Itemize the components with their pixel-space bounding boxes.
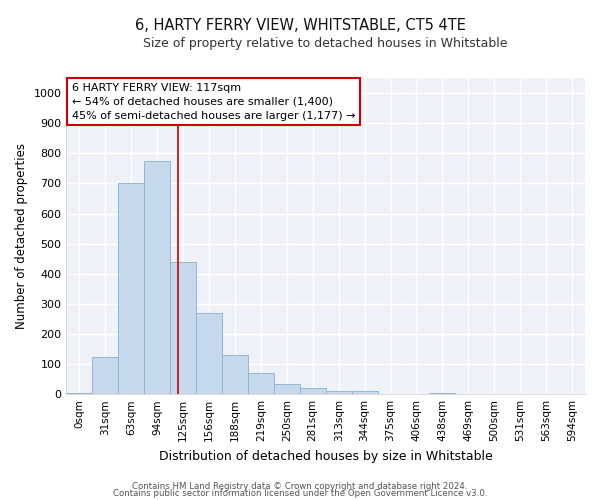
- Title: Size of property relative to detached houses in Whitstable: Size of property relative to detached ho…: [143, 38, 508, 51]
- Text: 6 HARTY FERRY VIEW: 117sqm
← 54% of detached houses are smaller (1,400)
45% of s: 6 HARTY FERRY VIEW: 117sqm ← 54% of deta…: [71, 83, 355, 121]
- Bar: [300, 388, 326, 394]
- Bar: [67, 392, 92, 394]
- Bar: [248, 373, 274, 394]
- Bar: [430, 392, 455, 394]
- Bar: [144, 161, 170, 394]
- Bar: [118, 184, 144, 394]
- Bar: [222, 355, 248, 394]
- Bar: [196, 313, 222, 394]
- X-axis label: Distribution of detached houses by size in Whitstable: Distribution of detached houses by size …: [159, 450, 493, 462]
- Bar: [352, 391, 377, 394]
- Y-axis label: Number of detached properties: Number of detached properties: [15, 143, 28, 329]
- Bar: [326, 391, 352, 394]
- Text: 6, HARTY FERRY VIEW, WHITSTABLE, CT5 4TE: 6, HARTY FERRY VIEW, WHITSTABLE, CT5 4TE: [134, 18, 466, 32]
- Text: Contains public sector information licensed under the Open Government Licence v3: Contains public sector information licen…: [113, 489, 487, 498]
- Text: Contains HM Land Registry data © Crown copyright and database right 2024.: Contains HM Land Registry data © Crown c…: [132, 482, 468, 491]
- Bar: [170, 262, 196, 394]
- Bar: [274, 384, 300, 394]
- Bar: [92, 356, 118, 394]
